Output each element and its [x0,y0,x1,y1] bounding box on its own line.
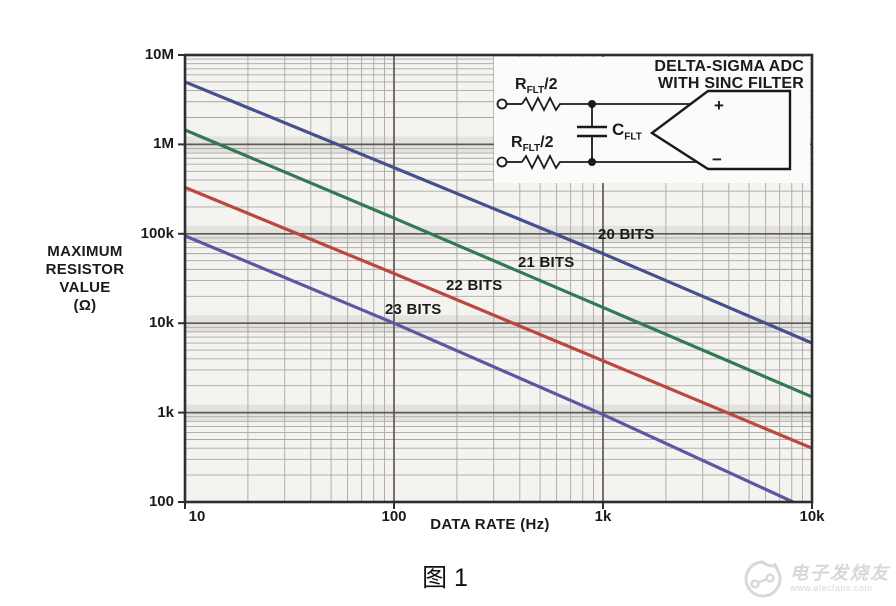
x-axis-title: DATA RATE (Hz) [430,516,550,533]
junction-dot-top [588,100,596,108]
resistor-top-base: R [515,76,527,93]
y-tick-label: 1k [157,403,174,421]
x-tick-label: 10 [188,508,206,525]
plot-border [183,53,814,504]
y-axis-title-line: (Ω) [73,297,97,314]
curve-label-22bits: 22 BITS [446,277,503,294]
resistor-bottom-sub: FLT [522,143,541,155]
resistor-top-symbol [521,95,564,113]
y-tick-label: 10M [144,46,174,63]
resistor-bottom-suffix: /2 [540,134,554,151]
watermark-brand: 电子发烧友 [790,563,890,584]
adc-plus-input-label: + [714,96,724,115]
resistor-bottom-label: RFLT/2 [511,134,554,154]
adc-symbol [649,89,792,171]
curve-label-20bits: 20 BITS [598,226,655,243]
y-axis-title-line: MAXIMUM [47,243,123,260]
capacitor-base: C [612,120,625,139]
x-tick-label: 1k [594,508,612,525]
curve-20-bits [186,80,811,345]
watermark: 电子发烧友 www.elecfans.com [742,558,890,600]
resistor-top-suffix: /2 [544,76,558,93]
capacitor-label: CFLT [612,120,642,142]
resistor-bottom-symbol [521,153,564,171]
terminal-bottom [496,156,508,168]
figure-caption: 图 1 [422,564,468,592]
curve-23-bits [186,234,795,501]
junction-dot-bottom [588,158,596,166]
curve-22-bits [186,186,811,450]
y-axis-title-line: VALUE [59,279,111,296]
resistor-top-label: RFLT/2 [515,76,558,96]
y-tick-label: 100k [140,224,174,242]
y-axis-title: MAXIMUM RESISTOR VALUE (Ω) [18,243,152,315]
y-tick-label: 1M [153,135,174,153]
inset-title: DELTA-SIGMA ADC WITH SINC FILTER [584,58,804,92]
inset-title-line1: DELTA-SIGMA ADC [654,58,804,75]
watermark-logo-icon [744,560,782,598]
resistor-top-sub: FLT [526,85,545,97]
curve-label-21bits: 21 BITS [518,254,575,271]
curve-label-23bits: 23 BITS [385,301,442,318]
terminal-top [496,98,508,110]
y-tick-label: 100 [148,493,174,510]
watermark-url: www.elecfans.com [790,582,873,593]
resistor-bottom-base: R [511,134,523,151]
y-tick-label: 10k [148,314,174,332]
adc-minus-input-label: − [712,150,722,169]
inset-title-line2: WITH SINC FILTER [658,75,804,92]
watermark-text: 电子发烧友 www.elecfans.com [790,563,890,594]
y-axis-title-line: RESISTOR [45,261,125,278]
curve-21-bits [186,128,811,399]
x-tick-label: 100 [381,508,407,525]
capacitor-sub: FLT [624,131,642,143]
x-tick-label: 10k [799,508,825,525]
inset-circuit [494,57,810,183]
